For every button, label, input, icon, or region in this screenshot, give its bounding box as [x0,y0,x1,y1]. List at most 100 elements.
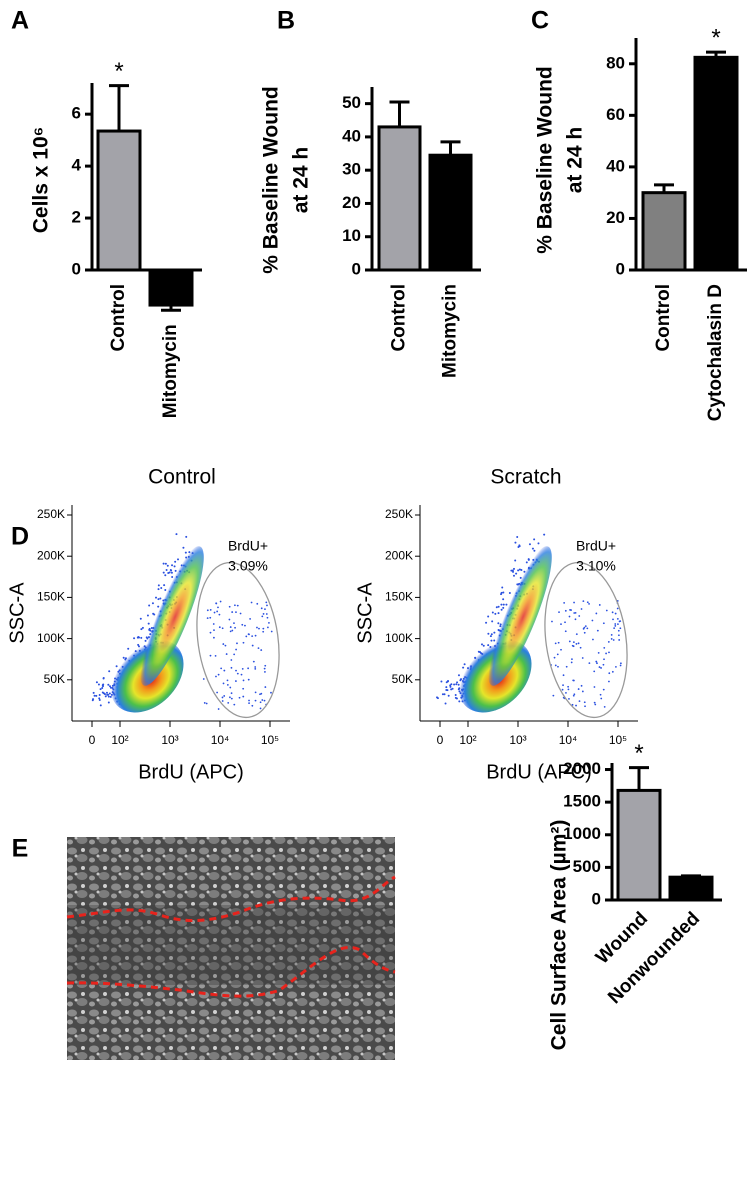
event-dot [578,700,581,703]
event-dot [147,622,150,625]
event-dot [600,697,603,700]
event-dot [602,622,605,625]
event-dot [610,633,613,636]
event-dot [242,695,245,698]
event-dot [218,613,221,616]
event-dot [101,685,104,688]
event-dot [572,641,575,644]
event-dot [533,549,536,552]
event-dot [490,639,493,642]
event-dot [266,616,269,619]
x-tick-label: Cytochalasin D [705,284,726,421]
event-dot [264,671,266,673]
event-dot [588,662,591,665]
event-dot [127,647,130,650]
event-dot [217,708,220,710]
event-dot [598,604,601,606]
event-dot [261,699,264,701]
event-dot [230,659,233,661]
event-dot [242,687,245,690]
event-dot [270,691,272,694]
density-arm [140,546,204,686]
event-dot [586,627,589,630]
event-dot [487,632,490,635]
event-dot [173,565,176,568]
event-dot [583,626,586,629]
event-dot [577,642,580,645]
y-tick-label: 250K [385,507,413,521]
event-dot [93,694,96,697]
event-dot [203,702,206,704]
event-dot [261,615,264,618]
event-dot [502,598,505,601]
event-dot [607,641,610,643]
event-dot [157,598,160,601]
event-dot [580,684,583,687]
event-dot [458,700,461,703]
event-dot [443,693,446,696]
event-dot [558,611,560,614]
event-dot [564,621,566,624]
event-dot [216,610,219,613]
event-dot [568,697,570,700]
event-dot [229,696,231,699]
event-dot [209,654,212,657]
event-dot [267,626,269,629]
event-dot [575,643,578,645]
event-dot [236,672,239,675]
x-tick-label: Control [108,284,129,352]
event-dot [570,609,572,611]
event-dot [440,680,443,683]
event-dot [554,664,557,667]
event-dot [511,569,514,572]
event-dot [236,642,238,645]
y-tick-label: 50K [44,672,65,686]
event-dot [228,618,231,621]
y-tick-label: 0 [592,889,601,908]
event-dot [233,703,236,706]
y-tick-label: 80 [606,53,625,72]
chart-title: Scratch [490,466,561,489]
event-dot [583,701,586,704]
event-dot [603,646,606,649]
event-dot [582,600,585,603]
event-dot [230,666,233,669]
event-dot [573,693,576,696]
event-dot [594,703,597,706]
event-dot [502,591,505,594]
x-tick-label: 10⁵ [261,733,279,747]
event-dot [502,603,505,606]
event-dot [436,697,439,700]
event-dot [616,618,619,620]
event-dot [265,601,268,604]
event-dot [223,669,226,672]
event-dot [221,627,224,630]
event-dot [516,536,519,539]
event-dot [101,686,104,689]
event-dot [256,626,258,629]
x-tick-label: 0 [437,733,444,747]
event-dot [209,631,212,634]
event-dot [618,639,621,641]
event-dot [223,695,226,697]
event-dot [229,686,232,689]
event-dot [599,693,602,696]
gate-percent: 3.09% [228,558,268,574]
event-dot [248,699,250,702]
significance-label: * [114,58,123,85]
bar [616,788,662,902]
event-dot [570,661,573,664]
event-dot [441,693,444,696]
event-dot [182,546,185,549]
event-dot [564,630,567,633]
event-dot [577,688,580,690]
event-dot [146,614,149,617]
event-dot [213,611,216,614]
event-dot [531,547,534,550]
wound-edge [66,945,396,998]
event-dot [95,694,98,697]
event-dot [214,654,217,657]
y-axis-label: Cell Surface Area (µm²) [548,820,571,1051]
event-dot [567,685,570,688]
